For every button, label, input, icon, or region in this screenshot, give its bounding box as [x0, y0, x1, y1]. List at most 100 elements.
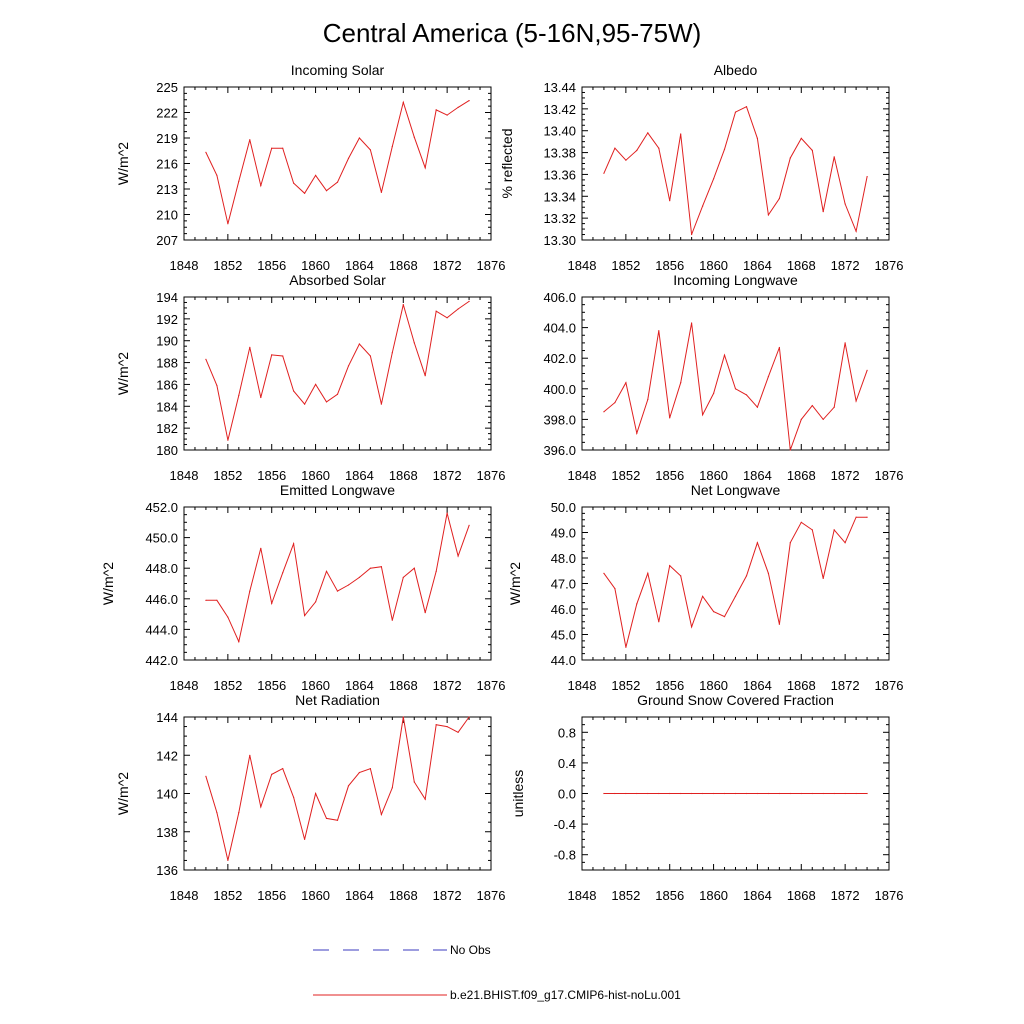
- y-tick-label: 13.40: [543, 124, 576, 139]
- x-tick-label: 1876: [875, 258, 904, 273]
- x-tick-label: 1864: [743, 468, 772, 483]
- data-point: [282, 768, 284, 770]
- data-point: [336, 181, 339, 183]
- data-point: [227, 223, 229, 225]
- data-point: [435, 310, 437, 312]
- y-tick-label: 13.34: [543, 189, 576, 204]
- data-point: [691, 322, 693, 324]
- data-point: [424, 375, 426, 377]
- data-point: [767, 376, 770, 378]
- data-point: [293, 796, 295, 798]
- data-point: [614, 588, 616, 590]
- x-tick-label: 1872: [433, 468, 462, 483]
- data-point: [811, 405, 813, 407]
- data-point: [636, 792, 638, 795]
- x-tick-label: 1872: [831, 468, 860, 483]
- data-point: [446, 114, 448, 116]
- y-tick-label: 142: [156, 748, 178, 763]
- data-point: [315, 601, 317, 603]
- data-point: [304, 838, 306, 841]
- x-tick-label: 1864: [743, 678, 772, 693]
- data-point: [713, 611, 715, 613]
- data-point: [380, 191, 382, 193]
- panel-title: Ground Snow Covered Fraction: [637, 692, 834, 708]
- y-tick-label: 13.32: [543, 211, 576, 226]
- panel-title: Albedo: [714, 62, 758, 78]
- data-point: [680, 133, 682, 135]
- y-tick-label: 184: [156, 399, 178, 414]
- y-tick-label: 446.0: [145, 592, 178, 607]
- data-point: [380, 403, 382, 405]
- x-tick-label: 1868: [787, 888, 816, 903]
- data-point: [293, 182, 295, 184]
- data-point: [446, 512, 448, 514]
- data-point: [866, 369, 868, 371]
- x-tick-label: 1876: [477, 258, 506, 273]
- x-tick-label: 1868: [389, 258, 418, 273]
- data-point: [800, 418, 802, 420]
- y-tick-label: 45.0: [551, 628, 576, 643]
- data-point: [216, 174, 218, 176]
- data-point: [647, 792, 649, 795]
- data-point: [669, 200, 671, 202]
- data-point: [789, 449, 791, 451]
- data-point: [358, 576, 360, 579]
- data-point: [800, 521, 802, 523]
- y-tick-label: 47.0: [551, 577, 576, 592]
- x-tick-label: 1860: [301, 888, 330, 903]
- data-point: [304, 615, 306, 617]
- data-point: [603, 172, 605, 174]
- data-point: [734, 388, 737, 390]
- data-point: [282, 147, 284, 149]
- y-tick-label: 49.0: [551, 526, 576, 541]
- data-point: [238, 812, 240, 814]
- panel-title: Emitted Longwave: [280, 482, 395, 498]
- y-tick-label: 404.0: [543, 321, 576, 336]
- data-point: [614, 402, 616, 404]
- data-point: [614, 792, 616, 795]
- data-point: [457, 555, 459, 557]
- data-point: [413, 781, 415, 783]
- x-tick-label: 1872: [831, 678, 860, 693]
- legend-label-no-obs: No Obs: [450, 943, 491, 957]
- data-point: [855, 400, 857, 402]
- data-point: [636, 432, 638, 434]
- data-point: [249, 139, 251, 141]
- x-tick-label: 1852: [213, 468, 242, 483]
- data-point: [271, 147, 273, 149]
- data-point: [205, 358, 207, 360]
- x-tick-label: 1868: [787, 678, 816, 693]
- legend-item-model: b.e21.BHIST.f09_g17.CMIP6-hist-noLu.001: [313, 988, 681, 1002]
- data-point: [713, 392, 715, 394]
- data-point: [249, 346, 251, 348]
- data-point: [822, 577, 824, 580]
- x-tick-label: 1848: [170, 678, 199, 693]
- data-point: [866, 176, 868, 178]
- x-tick-label: 1848: [170, 888, 199, 903]
- data-point: [205, 599, 207, 601]
- x-tick-label: 1856: [257, 258, 286, 273]
- data-point: [468, 100, 470, 102]
- data-point: [271, 773, 273, 776]
- panel-ground-snow-covered-fraction: Ground Snow Covered Fraction unitless 1848…: [510, 692, 903, 903]
- x-tick-label: 1848: [568, 888, 597, 903]
- data-point: [391, 352, 393, 354]
- y-tick-label: 138: [156, 825, 178, 840]
- data-point: [227, 859, 229, 862]
- plot-frame: [183, 506, 492, 661]
- data-point: [457, 308, 459, 310]
- data-point: [402, 101, 404, 103]
- y-tick-label: 0.4: [558, 756, 576, 771]
- data-point: [745, 106, 748, 108]
- data-point: [446, 726, 448, 728]
- data-point: [369, 768, 371, 770]
- data-point: [402, 716, 404, 718]
- y-tick-label: 452.0: [145, 500, 178, 515]
- x-tick-label: 1852: [611, 468, 640, 483]
- x-tick-label: 1852: [611, 888, 640, 903]
- y-tick-label: 44.0: [551, 653, 576, 668]
- y-tick-label: 13.30: [543, 233, 576, 248]
- x-tick-label: 1868: [389, 888, 418, 903]
- data-point: [325, 401, 328, 403]
- panel-incoming-solar: Incoming Solar W/m^2 1848 1852 1856 1860 1864 1…: [115, 62, 505, 273]
